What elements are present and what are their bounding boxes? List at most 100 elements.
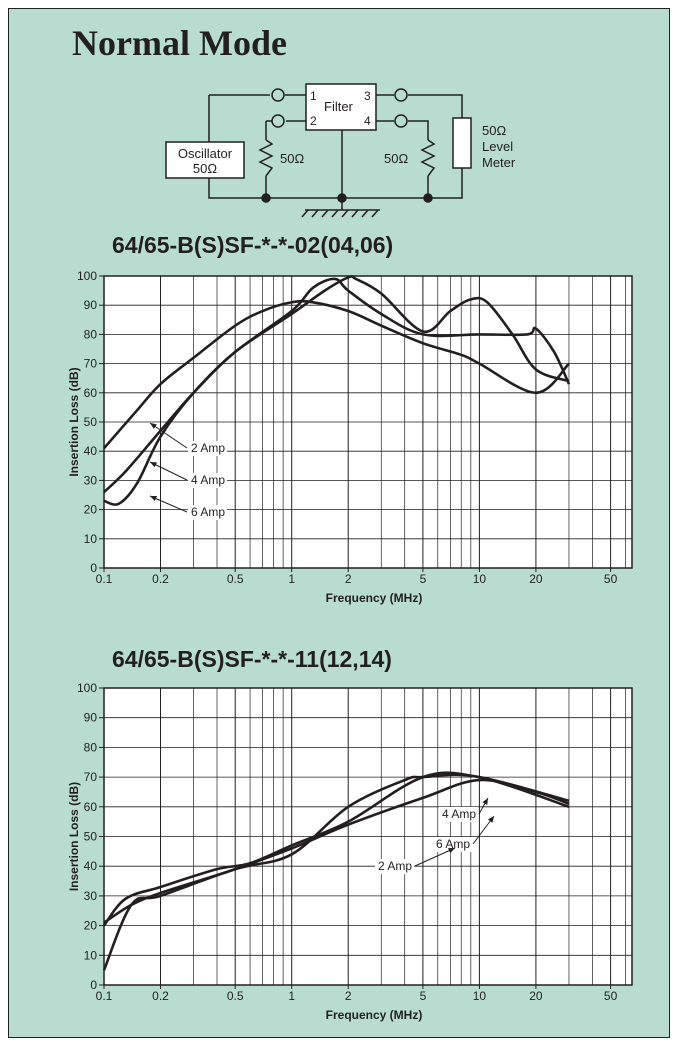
terminal <box>394 88 408 102</box>
chart-2: 0 10 20 30 40 50 60 70 80 90 100 0.1 0.2 0.5 1 2 5 10 20 50… <box>67 681 633 1022</box>
oscillator-box <box>165 141 245 179</box>
oscillator-label: Oscillator <box>178 146 233 161</box>
annotation-bg <box>188 505 227 520</box>
x-axis-label: Frequency (MHz) <box>326 1008 423 1022</box>
y-tick-label: 70 <box>84 357 98 371</box>
x-tick-label: 10 <box>473 572 487 586</box>
y-tick-label: 80 <box>84 740 98 754</box>
annotation-arrowhead <box>487 816 494 823</box>
y-tick-label: 50 <box>84 415 98 429</box>
y-tick-label: 20 <box>84 919 98 933</box>
series-annotation-label: 6 Amp <box>191 505 225 519</box>
y-tick-label: 10 <box>84 948 98 962</box>
x-tick-label: 10 <box>473 989 487 1003</box>
annotation-bg <box>375 859 414 874</box>
page-title: Normal Mode <box>72 23 287 63</box>
y-tick-label: 10 <box>84 532 98 546</box>
terminal <box>271 114 285 128</box>
annotation-arrowhead <box>150 462 157 468</box>
filter-box <box>305 83 377 131</box>
y-tick-label: 80 <box>84 327 98 341</box>
series-annotation-label: 4 Amp <box>191 473 225 487</box>
resistor-right <box>420 139 436 177</box>
ground-symbol <box>301 209 380 218</box>
series-annotation-label: 2 Amp <box>378 859 412 873</box>
junction-dot <box>423 193 433 203</box>
annotation-bg <box>188 473 227 488</box>
annotation-bg <box>433 837 472 852</box>
resistor-left-label: 50Ω <box>280 151 304 166</box>
level-meter-box <box>452 117 472 169</box>
y-tick-label: 60 <box>84 386 98 400</box>
oscillator-impedance: 50Ω <box>193 161 217 176</box>
y-tick-label: 90 <box>84 298 98 312</box>
annotation-arrowhead <box>150 496 157 502</box>
pin-2: 2 <box>310 114 317 128</box>
series-annotation-label: 2 Amp <box>191 441 225 455</box>
y-axis-label: Insertion Loss (dB) <box>67 367 81 476</box>
x-tick-label: 0.2 <box>152 572 169 586</box>
series-annotation-label: 4 Amp <box>442 807 476 821</box>
x-tick-label: 50 <box>604 989 618 1003</box>
y-tick-label: 40 <box>84 444 98 458</box>
y-tick-label: 100 <box>77 269 97 283</box>
annotation-leader <box>149 422 188 449</box>
y-tick-label: 60 <box>84 800 98 814</box>
filter-label: Filter <box>324 99 354 114</box>
annotation-arrowhead <box>448 848 455 854</box>
y-tick-label: 0 <box>90 978 97 992</box>
series-line-6-amp <box>102 771 570 927</box>
series-annotation-label: 6 Amp <box>436 837 470 851</box>
meter-impedance: 50Ω <box>482 123 506 138</box>
y-tick-label: 100 <box>77 681 97 695</box>
series-line-2-amp <box>103 299 570 450</box>
junction-dot <box>337 193 347 203</box>
x-tick-label: 2 <box>345 572 352 586</box>
wire <box>265 120 429 140</box>
y-tick-label: 20 <box>84 503 98 517</box>
grid <box>104 688 632 985</box>
x-tick-label: 5 <box>420 989 427 1003</box>
circuit-labels: Filter 1 2 3 4 Oscillator 50Ω 50Ω 50Ω 50… <box>178 89 516 176</box>
annotation-leader <box>149 495 188 513</box>
annotation-leader <box>149 461 188 481</box>
series-line-6-amp <box>103 275 570 506</box>
y-tick-label: 30 <box>84 889 98 903</box>
wire <box>208 94 463 199</box>
junction-dot <box>261 193 271 203</box>
resistor-right-label: 50Ω <box>384 151 408 166</box>
annotation-leader <box>414 847 456 867</box>
y-tick-label: 70 <box>84 770 98 784</box>
annotation-bg <box>188 441 227 456</box>
pin-1: 1 <box>310 89 317 103</box>
y-tick-label: 50 <box>84 830 98 844</box>
x-tick-label: 0.1 <box>96 572 113 586</box>
y-tick-label: 40 <box>84 859 98 873</box>
y-tick-label: 0 <box>90 561 97 575</box>
x-tick-label: 50 <box>604 572 618 586</box>
x-tick-label: 1 <box>288 572 295 586</box>
y-axis-label: Insertion Loss (dB) <box>67 782 81 891</box>
series-line-4-amp <box>102 773 570 971</box>
x-tick-label: 0.1 <box>96 989 113 1003</box>
y-tick-label: 30 <box>84 473 98 487</box>
terminal <box>271 88 285 102</box>
x-tick-label: 0.5 <box>227 989 244 1003</box>
resistor-left <box>258 139 274 177</box>
x-tick-label: 5 <box>420 572 427 586</box>
meter-label-meter: Meter <box>482 155 516 170</box>
pin-4: 4 <box>364 114 371 128</box>
terminal <box>394 114 408 128</box>
x-tick-label: 20 <box>529 989 543 1003</box>
x-tick-label: 2 <box>345 989 352 1003</box>
y-tick-label: 90 <box>84 711 98 725</box>
annotation-bg <box>439 807 478 822</box>
annotation-arrowhead <box>150 423 157 429</box>
meter-label-level: Level <box>482 139 513 154</box>
chart-1-title: 64/65-B(S)SF-*-*-02(04,06) <box>112 232 394 258</box>
chart-1: 0 10 20 30 40 50 60 70 80 90 100 0.1 0.2 0.5 1 2 5 10 20 50… <box>67 269 633 605</box>
x-tick-label: 0.5 <box>227 572 244 586</box>
pin-3: 3 <box>364 89 371 103</box>
circuit-diagram <box>165 83 472 218</box>
